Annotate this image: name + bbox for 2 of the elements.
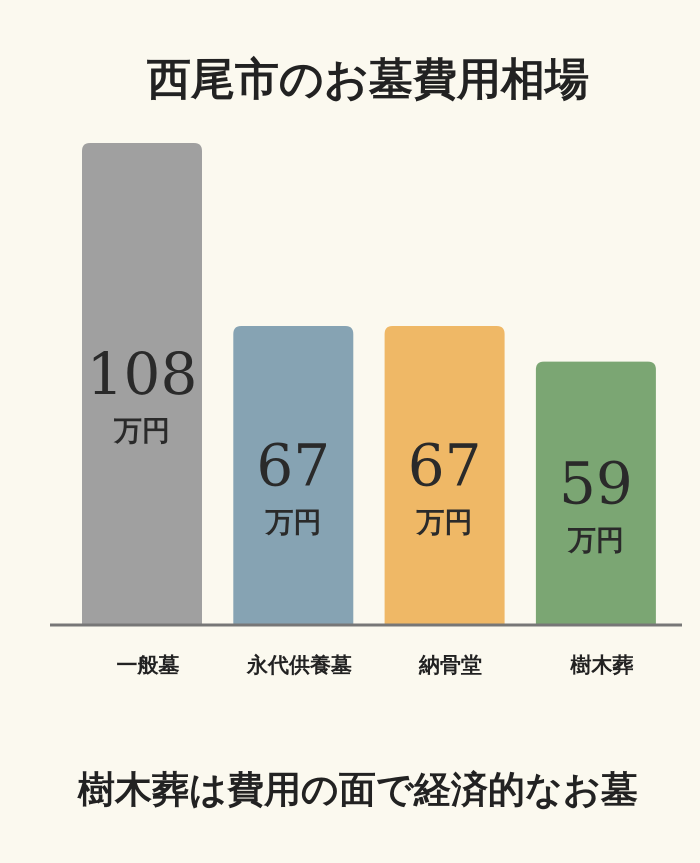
title: 西尾市のお墓費用相場: [147, 54, 589, 105]
annotation: 樹木葬は費用の面で経済的なお墓: [78, 767, 638, 811]
